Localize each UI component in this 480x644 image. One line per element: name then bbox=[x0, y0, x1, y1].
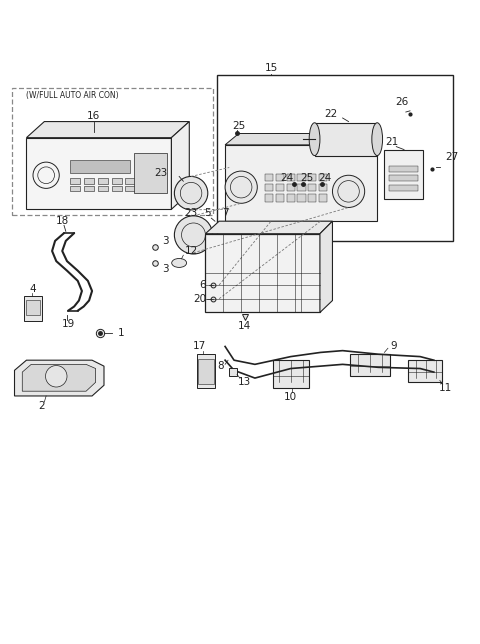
Polygon shape bbox=[350, 354, 390, 376]
Circle shape bbox=[46, 366, 67, 387]
Bar bbox=[265, 184, 274, 191]
Bar bbox=[70, 178, 80, 184]
Polygon shape bbox=[14, 360, 104, 396]
Ellipse shape bbox=[172, 258, 187, 267]
Text: 8: 8 bbox=[217, 361, 224, 371]
Bar bbox=[308, 184, 316, 191]
Bar bbox=[319, 194, 327, 202]
Bar bbox=[98, 178, 108, 184]
Bar bbox=[217, 75, 453, 241]
Bar bbox=[112, 186, 122, 191]
Text: 14: 14 bbox=[238, 321, 252, 330]
Bar bbox=[198, 359, 214, 384]
Bar bbox=[308, 174, 316, 181]
Text: 13: 13 bbox=[238, 377, 252, 387]
Bar bbox=[297, 194, 306, 202]
Text: 10: 10 bbox=[284, 392, 297, 402]
Bar bbox=[297, 184, 306, 191]
Text: 7: 7 bbox=[222, 209, 228, 218]
Text: 1: 1 bbox=[118, 328, 124, 337]
Polygon shape bbox=[273, 360, 309, 388]
Polygon shape bbox=[225, 133, 377, 145]
Text: 4: 4 bbox=[29, 283, 36, 294]
Bar bbox=[225, 145, 377, 221]
Bar bbox=[319, 174, 327, 181]
Bar bbox=[389, 185, 418, 191]
Bar bbox=[314, 123, 377, 156]
Text: 12: 12 bbox=[184, 246, 198, 256]
Text: 19: 19 bbox=[61, 319, 75, 329]
Text: 24: 24 bbox=[280, 173, 293, 183]
Text: 2: 2 bbox=[39, 401, 45, 411]
Bar bbox=[70, 160, 130, 173]
Bar bbox=[134, 153, 167, 193]
Text: 3: 3 bbox=[162, 236, 169, 246]
Bar bbox=[389, 175, 418, 181]
Bar bbox=[389, 166, 418, 172]
Bar bbox=[26, 300, 39, 315]
Polygon shape bbox=[24, 296, 42, 321]
Polygon shape bbox=[197, 354, 215, 388]
Text: 24: 24 bbox=[318, 173, 331, 183]
Circle shape bbox=[333, 175, 365, 207]
Polygon shape bbox=[205, 221, 333, 234]
Text: 15: 15 bbox=[264, 63, 277, 73]
Text: 5: 5 bbox=[204, 209, 211, 218]
Text: 17: 17 bbox=[193, 341, 206, 352]
Text: 6: 6 bbox=[200, 280, 206, 290]
Bar bbox=[308, 194, 316, 202]
Bar bbox=[98, 186, 108, 191]
Circle shape bbox=[174, 216, 213, 254]
Bar bbox=[276, 184, 284, 191]
Bar bbox=[287, 194, 295, 202]
Text: 21: 21 bbox=[385, 137, 399, 147]
Text: 11: 11 bbox=[439, 383, 453, 393]
Bar bbox=[125, 186, 136, 191]
Circle shape bbox=[225, 171, 257, 204]
Bar bbox=[70, 186, 80, 191]
Text: 20: 20 bbox=[193, 294, 206, 304]
Bar bbox=[84, 178, 94, 184]
Polygon shape bbox=[320, 221, 333, 312]
Polygon shape bbox=[22, 365, 96, 391]
Polygon shape bbox=[171, 122, 189, 209]
Bar bbox=[265, 174, 274, 181]
Bar bbox=[287, 174, 295, 181]
Ellipse shape bbox=[372, 123, 383, 156]
Text: 27: 27 bbox=[445, 153, 458, 162]
Bar bbox=[112, 178, 122, 184]
Text: 16: 16 bbox=[87, 111, 100, 120]
Polygon shape bbox=[408, 360, 442, 383]
Bar bbox=[297, 174, 306, 181]
Bar bbox=[287, 184, 295, 191]
Bar bbox=[205, 234, 320, 312]
Bar bbox=[125, 178, 136, 184]
Bar bbox=[265, 194, 274, 202]
Text: 25: 25 bbox=[300, 173, 313, 183]
Bar bbox=[319, 184, 327, 191]
Text: 3: 3 bbox=[162, 264, 169, 274]
Polygon shape bbox=[26, 122, 189, 138]
Polygon shape bbox=[26, 138, 171, 209]
Text: 25: 25 bbox=[232, 120, 245, 131]
Text: 18: 18 bbox=[56, 216, 69, 226]
Circle shape bbox=[174, 176, 208, 210]
Text: 22: 22 bbox=[324, 109, 337, 118]
Bar bbox=[384, 150, 423, 199]
Text: 9: 9 bbox=[391, 341, 397, 352]
Ellipse shape bbox=[309, 123, 320, 156]
Text: (W/FULL AUTO AIR CON): (W/FULL AUTO AIR CON) bbox=[26, 91, 119, 100]
Bar bbox=[276, 174, 284, 181]
Text: 23: 23 bbox=[155, 169, 168, 178]
Bar bbox=[84, 186, 94, 191]
Text: 23: 23 bbox=[184, 209, 198, 218]
Text: 26: 26 bbox=[396, 97, 409, 107]
Bar bbox=[276, 194, 284, 202]
